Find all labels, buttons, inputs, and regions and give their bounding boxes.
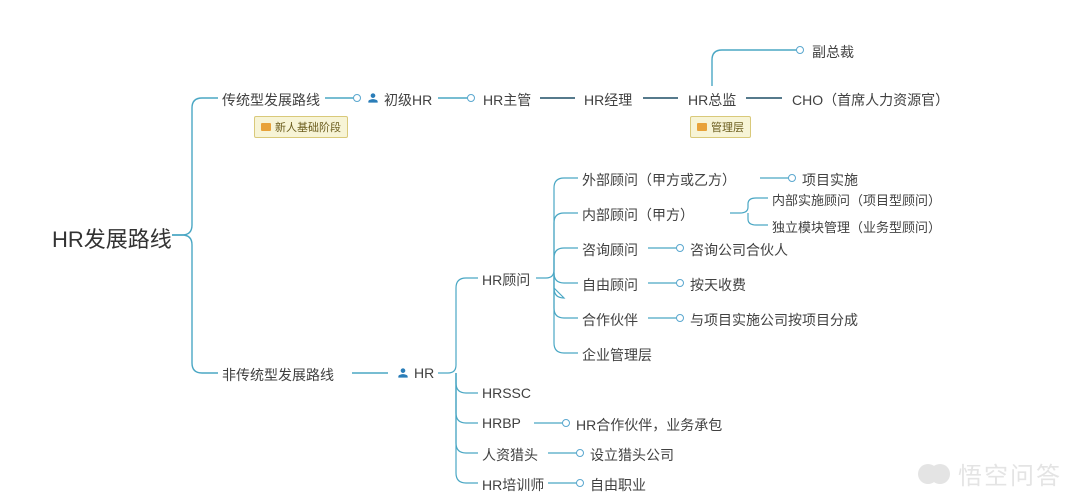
node-freelance-consultant: 自由顾问 (582, 275, 638, 295)
connector-circle (796, 46, 804, 54)
node-traditional-path: 传统型发展路线 (222, 90, 320, 110)
node-hrbp: HRBP (482, 415, 521, 431)
root-node: HR发展路线 (52, 222, 172, 254)
connector-circle (353, 94, 361, 102)
connector-circle (562, 419, 570, 427)
node-nontraditional-path: 非传统型发展路线 (222, 365, 334, 385)
watermark-icon (918, 464, 952, 484)
node-consulting-advisor: 咨询顾问 (582, 240, 638, 260)
node-hr-consultant: HR顾问 (482, 270, 530, 290)
node-headhunter-detail: 设立猎头公司 (590, 445, 674, 465)
connector-circle (676, 314, 684, 322)
node-junior-hr: 初级HR (384, 90, 432, 110)
connector-circle (576, 479, 584, 487)
node-internal-impl-consultant: 内部实施顾问（项目型顾问） (772, 190, 941, 209)
node-hr-headhunter: 人资猎头 (482, 445, 538, 465)
node-partner: 合作伙伴 (582, 310, 638, 330)
node-consulting-firm-partner: 咨询公司合伙人 (690, 240, 788, 260)
node-internal-consultant: 内部顾问（甲方） (582, 205, 694, 225)
node-project-implementation: 项目实施 (802, 170, 858, 190)
node-external-consultant: 外部顾问（甲方或乙方） (582, 170, 736, 190)
connector-circle (467, 94, 475, 102)
tag-management-level: 管理层 (690, 116, 751, 138)
node-hrbp-detail: HR合作伙伴，业务承包 (576, 415, 722, 435)
node-project-split: 与项目实施公司按项目分成 (690, 310, 858, 330)
watermark-text: 悟空问答 (958, 456, 1062, 491)
node-independent-module-mgmt: 独立模块管理（业务型顾问） (772, 217, 941, 236)
tag-beginner-stage: 新人基础阶段 (254, 116, 348, 138)
node-hr: HR (414, 365, 434, 381)
watermark: 悟空问答 (918, 456, 1062, 491)
connector-circle (576, 449, 584, 457)
person-icon (366, 91, 380, 105)
node-hr-supervisor: HR主管 (483, 90, 531, 110)
node-vp: 副总裁 (812, 42, 854, 62)
node-daily-fee: 按天收费 (690, 275, 746, 295)
node-hr-director: HR总监 (688, 90, 736, 110)
connector-circle (788, 174, 796, 182)
node-hrssc: HRSSC (482, 385, 531, 401)
node-enterprise-mgmt: 企业管理层 (582, 345, 652, 365)
connector-circle (676, 279, 684, 287)
node-hr-manager: HR经理 (584, 90, 632, 110)
node-trainer-detail: 自由职业 (590, 475, 646, 495)
node-hr-trainer: HR培训师 (482, 475, 544, 495)
node-cho: CHO（首席人力资源官） (792, 90, 949, 110)
person-icon (396, 366, 410, 380)
connector-circle (676, 244, 684, 252)
